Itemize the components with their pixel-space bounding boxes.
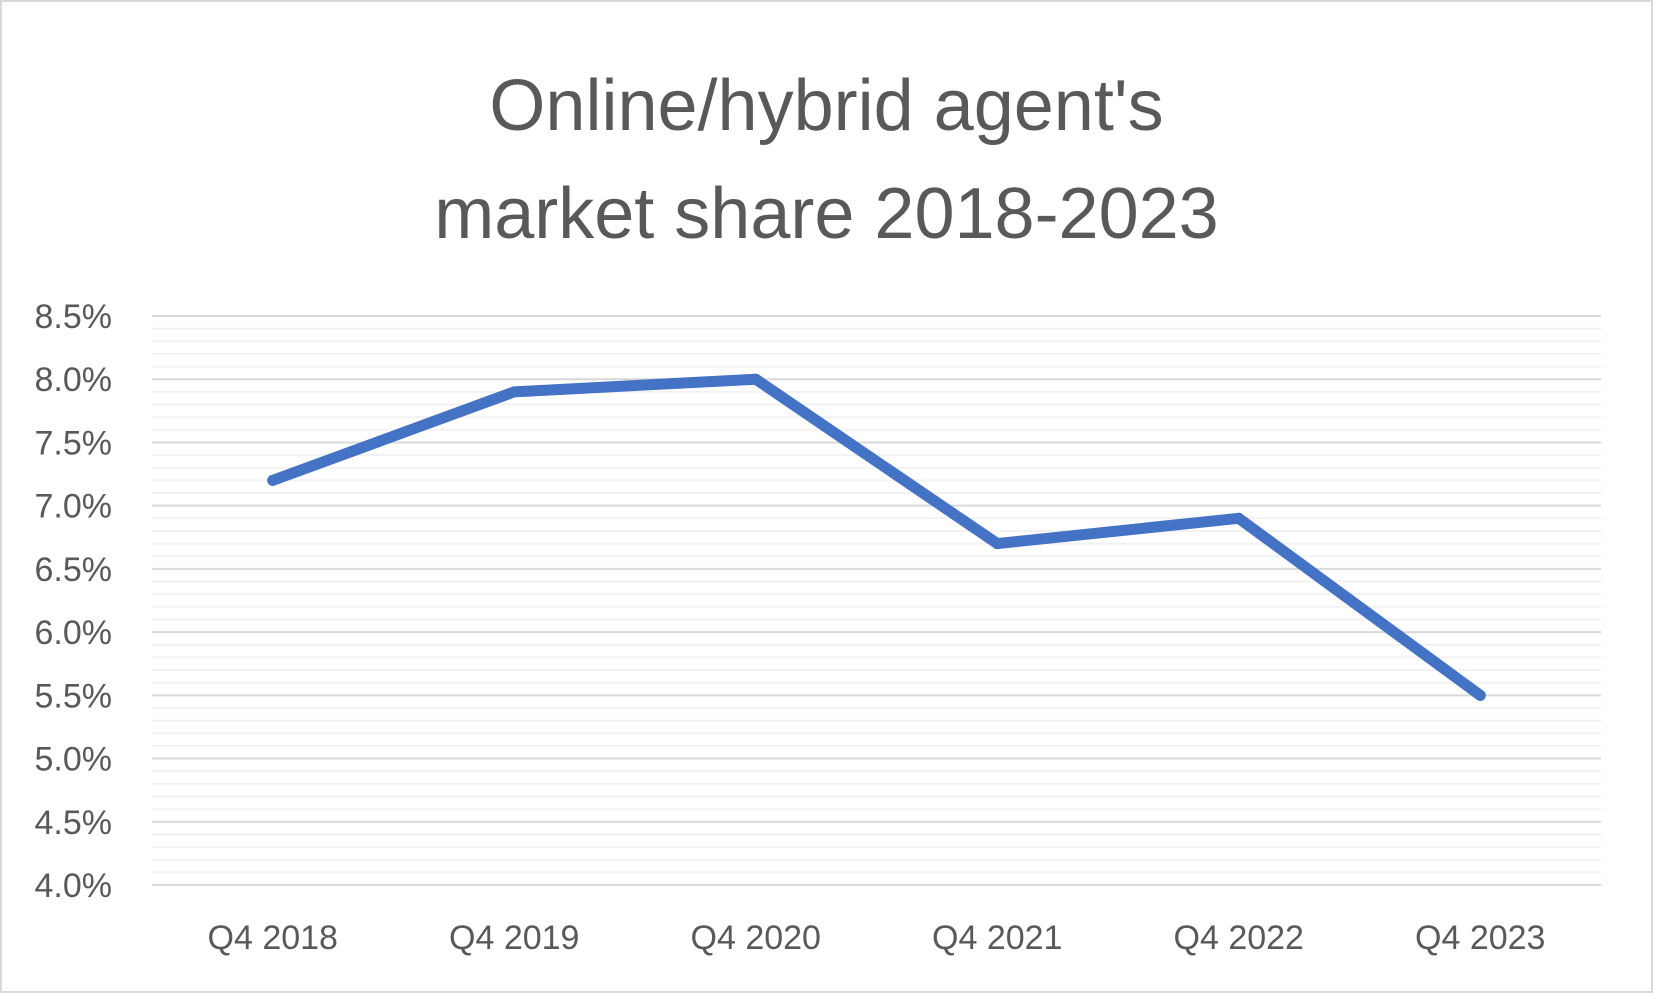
data-point [1233,512,1245,524]
chart-title: Online/hybrid agent's market share 2018-… [0,52,1653,268]
data-point [1474,689,1486,701]
x-tick-label: Q4 2020 [691,919,821,957]
series-layer [267,373,1486,701]
data-point [267,474,279,486]
y-tick-label: 8.5% [35,298,113,336]
y-tick-label: 4.5% [35,804,113,842]
x-tick-label: Q4 2021 [932,919,1062,957]
x-tick-label: Q4 2019 [449,919,579,957]
series-line [267,373,1486,701]
chart-title-line-1: Online/hybrid agent's [489,66,1164,146]
data-point [991,538,1003,550]
x-tick-label: Q4 2018 [208,919,338,957]
y-tick-label: 8.0% [35,361,113,399]
major-gridlines [152,315,1601,886]
y-tick-label: 4.0% [35,867,113,905]
data-point [508,386,520,398]
y-tick-label: 7.5% [35,424,113,462]
minor-gridlines [152,327,1601,874]
y-axis-tick-labels: 4.0% 4.5% 5.0% 5.5% 6.0% 6.5% 7.0% 7.5% 8.0% 8.5% [35,298,113,905]
y-tick-label: 6.0% [35,614,113,652]
y-tick-label: 5.0% [35,741,113,779]
y-tick-label: 6.5% [35,551,113,589]
chart-title-line-2: market share 2018-2023 [434,174,1219,254]
data-point [750,373,762,385]
x-tick-label: Q4 2023 [1415,919,1545,957]
y-tick-label: 5.5% [35,677,113,715]
x-tick-label: Q4 2022 [1174,919,1304,957]
y-tick-label: 7.0% [35,488,113,526]
x-axis-tick-labels: Q4 2018 Q4 2019 Q4 2020 Q4 2021 Q4 2022 Q4 20… [208,919,1546,957]
